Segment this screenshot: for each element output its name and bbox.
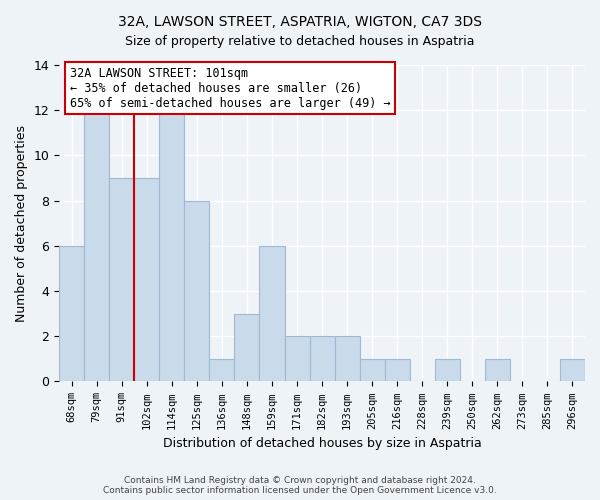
Bar xyxy=(335,336,359,382)
Bar xyxy=(385,359,410,382)
Bar xyxy=(109,178,134,382)
X-axis label: Distribution of detached houses by size in Aspatria: Distribution of detached houses by size … xyxy=(163,437,481,450)
Bar xyxy=(359,359,385,382)
Bar xyxy=(59,246,84,382)
Bar xyxy=(485,359,510,382)
Bar xyxy=(560,359,585,382)
Text: Size of property relative to detached houses in Aspatria: Size of property relative to detached ho… xyxy=(125,35,475,48)
Bar xyxy=(235,314,259,382)
Text: 32A, LAWSON STREET, ASPATRIA, WIGTON, CA7 3DS: 32A, LAWSON STREET, ASPATRIA, WIGTON, CA… xyxy=(118,15,482,29)
Text: Contains HM Land Registry data © Crown copyright and database right 2024.
Contai: Contains HM Land Registry data © Crown c… xyxy=(103,476,497,495)
Bar xyxy=(160,110,184,382)
Text: 32A LAWSON STREET: 101sqm
← 35% of detached houses are smaller (26)
65% of semi-: 32A LAWSON STREET: 101sqm ← 35% of detac… xyxy=(70,66,390,110)
Bar xyxy=(259,246,284,382)
Bar xyxy=(284,336,310,382)
Bar xyxy=(435,359,460,382)
Bar xyxy=(134,178,160,382)
Bar xyxy=(310,336,335,382)
Bar xyxy=(84,110,109,382)
Bar xyxy=(184,200,209,382)
Y-axis label: Number of detached properties: Number of detached properties xyxy=(15,124,28,322)
Bar xyxy=(209,359,235,382)
